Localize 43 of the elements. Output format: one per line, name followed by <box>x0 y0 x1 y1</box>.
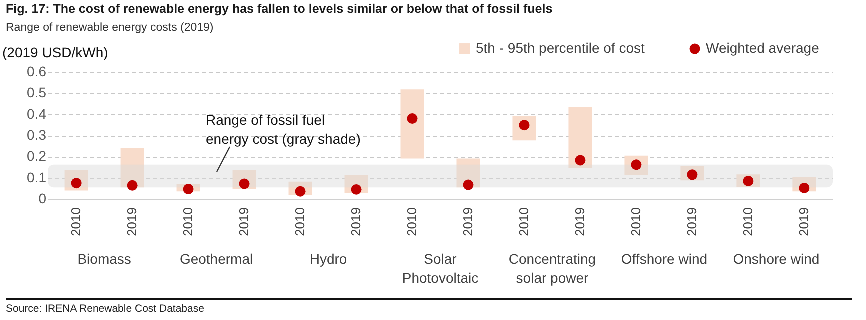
x-tick-label: 2010 <box>68 208 84 236</box>
x-tick-label: 2019 <box>236 208 252 236</box>
x-tick-label: 2010 <box>404 208 420 236</box>
y-tick-label: 0.6 <box>27 64 47 80</box>
band-label: Range of fossil fuel energy cost (gray shade) <box>206 112 361 147</box>
y-tick-label: 0.4 <box>27 106 47 122</box>
source-note: Source: IRENA Renewable Cost Database <box>6 298 852 315</box>
y-tick-label: 0.2 <box>27 148 47 164</box>
x-tick-label: 2019 <box>460 208 476 236</box>
text: Onshore wind <box>733 251 820 267</box>
bar <box>400 90 424 159</box>
text: Geothermal <box>180 251 254 267</box>
x-tick-label: 2019 <box>572 208 588 236</box>
x-tick-label: 2010 <box>180 208 196 236</box>
bar <box>120 148 144 188</box>
text: Biomass <box>78 251 132 267</box>
y-tick-label: 0.5 <box>27 84 47 101</box>
y-tick-label: 0 <box>38 190 47 206</box>
x-tick-label: 2019 <box>124 208 140 236</box>
point <box>127 180 138 191</box>
x-tick-label: 2010 <box>628 208 644 236</box>
text: Solar Photovoltaic <box>402 251 479 286</box>
chart-title: Fig. 17: The cost of renewable energy has fallen to levels similar or below that of fossil fuels <box>6 2 553 16</box>
point <box>463 180 474 190</box>
legend-label: 5th - 95th percentile of cost <box>476 40 645 56</box>
x-tick-label: 2010 <box>292 208 308 236</box>
text: Offshore wind <box>621 251 708 267</box>
y-axis-title: (2019 USD/kWh) <box>2 44 108 60</box>
point <box>183 184 194 194</box>
y-tick-label: 0.3 <box>27 127 47 143</box>
x-tick-label: 2010 <box>516 208 532 236</box>
x-tick-label: 2010 <box>740 208 756 236</box>
text: Hydro <box>310 251 348 267</box>
point <box>575 155 586 166</box>
x-tick-label: 2019 <box>348 208 364 236</box>
legend-label: Weighted average <box>706 40 820 56</box>
bar <box>568 107 592 169</box>
x-tick-label: 2019 <box>684 208 700 236</box>
point <box>407 114 418 124</box>
text: Concentrating solar power <box>508 251 596 286</box>
x-tick-label: 2019 <box>796 208 812 236</box>
y-tick-label: 0.1 <box>27 169 47 186</box>
chart-subtitle: Range of renewable energy costs (2019) <box>6 22 214 34</box>
